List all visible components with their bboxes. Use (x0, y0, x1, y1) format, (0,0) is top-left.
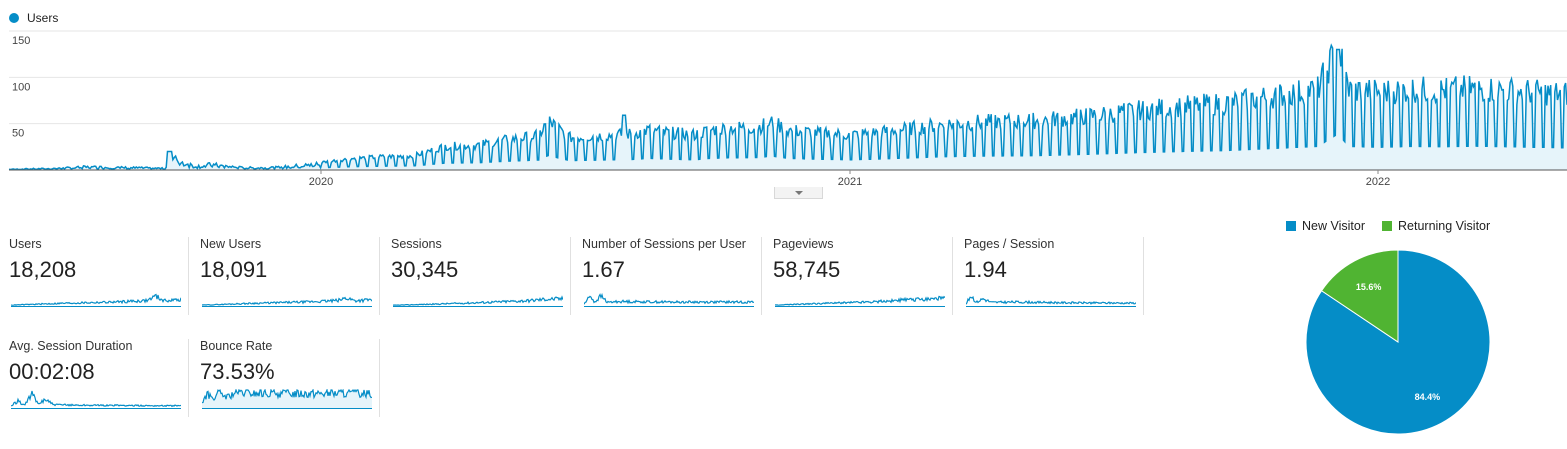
legend-label: Returning Visitor (1398, 219, 1491, 233)
y-tick-label: 150 (12, 35, 30, 47)
sparkline-line (11, 390, 181, 408)
metric-sessions-per-user[interactable]: Number of Sessions per User 1.67 (582, 237, 762, 315)
metric-label: Pages / Session (964, 237, 1055, 251)
metric-value: 1.67 (582, 257, 625, 282)
legend-label: New Visitor (1302, 219, 1365, 233)
pie-slice-label-returning-visitor: 15.6% (1356, 282, 1382, 292)
pageviews-sparkline (775, 295, 945, 307)
sparkline-line (202, 389, 372, 404)
sparkline-line (393, 295, 563, 306)
users-series-area (9, 45, 1567, 170)
y-tick-label: 50 (12, 128, 24, 140)
metric-sessions[interactable]: Sessions 30,345 (391, 237, 571, 315)
new-users-sparkline (202, 296, 372, 307)
pages-per-session-sparkline (966, 295, 1136, 307)
metric-users[interactable]: Users 18,208 (9, 237, 189, 315)
metric-label: Sessions (391, 237, 442, 251)
metric-value: 30,345 (391, 257, 459, 282)
main-chart-legend[interactable]: Users (9, 11, 58, 25)
metric-avg-session-duration[interactable]: Avg. Session Duration 00:02:08 (9, 339, 189, 417)
sparkline-line (775, 295, 945, 306)
metric-value: 18,208 (9, 257, 77, 282)
legend-swatch (1382, 221, 1392, 231)
metric-label: New Users (200, 237, 262, 251)
chart-expand-handle[interactable] (774, 187, 823, 199)
pie-legend-returning-visitor[interactable]: Returning Visitor (1382, 219, 1490, 233)
metric-pageviews[interactable]: Pageviews 58,745 (773, 237, 953, 315)
metric-value: 58,745 (773, 257, 841, 282)
x-tick-label: 2021 (838, 176, 862, 186)
metric-label: Pageviews (773, 237, 834, 251)
metric-new-users[interactable]: New Users 18,091 (200, 237, 380, 315)
chevron-down-icon (794, 190, 803, 195)
metric-label: Avg. Session Duration (9, 339, 133, 353)
metric-value: 73.53% (200, 359, 275, 384)
users-series-line (8, 43, 1567, 171)
metric-label: Number of Sessions per User (582, 237, 746, 251)
metric-bounce-rate[interactable]: Bounce Rate 73.53% (200, 339, 380, 417)
y-tick-label: 100 (12, 81, 30, 93)
metric-pages-per-session[interactable]: Pages / Session 1.94 (964, 237, 1144, 315)
metric-label: Users (9, 237, 42, 251)
avg-session-duration-sparkline (11, 390, 181, 409)
sessions-per-user-sparkline (584, 292, 754, 307)
metric-value: 18,091 (200, 257, 268, 282)
users-over-time-chart: Users 150 100 50 2020 2021 2022 (8, 11, 1567, 186)
visitor-type-pie-chart: New Visitor Returning Visitor 84.4% 15.6% (1280, 210, 1567, 449)
pie-svg: 84.4% 15.6% (1305, 249, 1491, 435)
sparkline-line (11, 293, 181, 306)
bounce-rate-sparkline (202, 389, 372, 409)
pie-slice-label-new-visitor: 84.4% (1415, 392, 1441, 402)
x-tick-label: 2020 (309, 176, 333, 186)
metric-value: 1.94 (964, 257, 1007, 282)
x-tick-label: 2022 (1366, 176, 1390, 186)
metric-value: 00:02:08 (9, 359, 95, 384)
sparkline-line (584, 292, 754, 305)
users-legend-label: Users (27, 11, 58, 25)
sessions-sparkline (393, 295, 563, 307)
metric-label: Bounce Rate (200, 339, 273, 353)
pie-slice-returning-visitor[interactable] (1320, 249, 1399, 343)
legend-swatch (1286, 221, 1296, 231)
pie-legend-new-visitor[interactable]: New Visitor (1286, 219, 1365, 233)
users-legend-marker (9, 13, 19, 23)
main-chart-x-ticks: 2020 2021 2022 (309, 170, 1390, 186)
sparkline-line (966, 295, 1136, 305)
main-chart-y-ticks: 150 100 50 (12, 35, 30, 140)
pie-slice-new-visitor[interactable] (1305, 249, 1491, 435)
users-sparkline (11, 293, 181, 307)
sparkline-line (202, 296, 372, 306)
